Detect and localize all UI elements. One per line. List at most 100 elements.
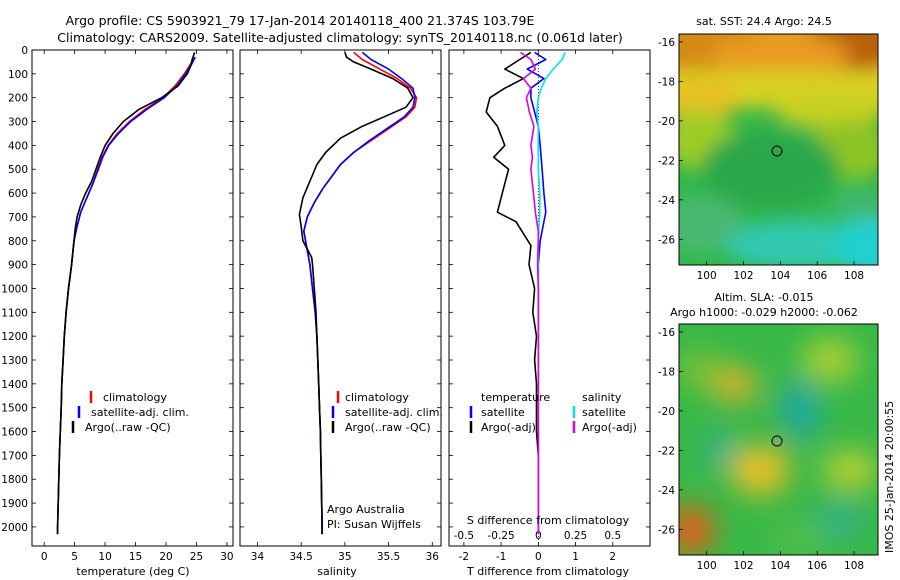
y-tick-label: 1200 [1, 331, 28, 343]
s-tick-label: 0.5 [604, 530, 621, 542]
s-difference-label: S difference from climatology [467, 514, 630, 527]
legend-sal-argo: Argo(-adj) [582, 421, 637, 434]
map-y-tick-label: -16 [658, 37, 675, 49]
map-y-tick-label: -16 [658, 327, 675, 339]
map-y-tick-label: -24 [658, 195, 675, 207]
map-x-tick-label: 100 [697, 560, 717, 572]
legend-temperature-header: temperature [481, 391, 550, 404]
series-line [298, 52, 414, 535]
y-tick-label: 1300 [1, 355, 28, 367]
difference-legend: temperature satellite Argo(-adj) salinit… [469, 391, 637, 434]
map-x-tick-label: 100 [697, 270, 717, 282]
map-x-tick-label: 108 [844, 560, 864, 572]
x-tick-label: -1 [496, 551, 506, 563]
sst-map-x-ticks: 100 102 104 106 108 [697, 261, 864, 282]
temperature-legend: climatology satellite-adj. clim. Argo(..… [71, 391, 189, 434]
y-tick-label: 1400 [1, 379, 28, 391]
difference-series [485, 51, 566, 535]
sla-map-title2: Argo h1000: -0.029 h2000: -0.062 [670, 306, 858, 319]
salinity-legend: climatology satellite-adj. clim. Argo(..… [331, 391, 443, 434]
legend-satellite: satellite-adj. clim. [91, 406, 189, 419]
map-x-tick-label: 104 [770, 270, 790, 282]
x-tick-label: 1 [572, 551, 579, 563]
x-tick-label: -2 [459, 551, 469, 563]
sla-map-x-ticks: 100 102 104 106 108 [697, 551, 864, 572]
x-tick-label: 0 [535, 551, 542, 563]
x-tick-label: 36 [426, 551, 440, 563]
y-tick-label: 100 [8, 69, 28, 81]
map-y-tick-label: -26 [658, 524, 675, 536]
credit-pi: PI: Susan Wijffels [327, 518, 421, 531]
map-y-tick-label: -24 [658, 485, 675, 497]
map-y-tick-label: -26 [658, 234, 675, 246]
y-tick-label: 1600 [1, 427, 28, 439]
temperature-x-ticks: 0 5 10 15 20 25 30 [41, 50, 234, 563]
salinity-xlabel: salinity [317, 565, 357, 578]
salinity-axes [239, 49, 442, 547]
x-tick-label: 15 [129, 551, 142, 563]
y-tick-label: 300 [8, 117, 28, 129]
x-tick-label: 35.5 [377, 551, 400, 563]
y-tick-label: 400 [8, 140, 28, 152]
y-tick-label: 2000 [1, 522, 28, 534]
map-y-tick-label: -18 [658, 366, 675, 378]
y-tick-label: 1100 [1, 307, 28, 319]
legend-argo: Argo(..raw -QC) [345, 421, 431, 434]
x-tick-label: 34 [251, 551, 265, 563]
map-y-tick-label: -18 [658, 76, 675, 88]
x-tick-label: 25 [190, 551, 203, 563]
x-tick-label: 0 [41, 551, 48, 563]
x-tick-label: 20 [159, 551, 172, 563]
temperature-axes [31, 49, 234, 547]
y-tick-label: 1500 [1, 403, 28, 415]
legend-temp-satellite: satellite [481, 406, 525, 419]
y-tick-label: 500 [8, 164, 28, 176]
sla-map-title1: Altim. SLA: -0.015 [714, 291, 813, 304]
difference-xlabel: T difference from climatology [466, 565, 629, 578]
map-x-tick-label: 106 [807, 270, 827, 282]
sst-map-title: sat. SST: 24.4 Argo: 24.5 [696, 15, 832, 28]
x-tick-label: 10 [98, 551, 111, 563]
x-tick-label: 34.5 [289, 551, 312, 563]
y-tick-label: 1800 [1, 474, 28, 486]
sst-map-panel: sat. SST: 24.4 Argo: 24.5 - [658, 15, 879, 282]
figure-title-line1: Argo profile: CS 5903921_79 17-Jan-2014 … [66, 13, 535, 28]
y-tick-label: 800 [8, 236, 28, 248]
salinity-panel: 34 34.5 35 35.5 36 salinity climatology sate… [239, 49, 443, 578]
map-x-tick-label: 108 [844, 270, 864, 282]
series-line [485, 51, 540, 535]
temperature-panel: 0100200300400500600700800900100011001200… [1, 45, 233, 578]
legend-climatology: climatology [103, 391, 167, 404]
figure-title-line2: Climatology: CARS2009. Satellite-adjuste… [57, 30, 622, 45]
s-tick-label: -0.5 [454, 530, 475, 542]
sla-map-field [679, 324, 878, 555]
legend-satellite: satellite-adj. clim. [345, 406, 443, 419]
y-tick-label: 1000 [1, 283, 28, 295]
map-y-tick-label: -22 [658, 445, 675, 457]
map-y-tick-label: -20 [658, 406, 675, 418]
sst-map-frame [678, 33, 879, 266]
map-x-tick-label: 106 [807, 560, 827, 572]
y-tick-label: 700 [8, 212, 28, 224]
imos-timestamp: IMOS 25-Jan-2014 20:00:55 [883, 401, 896, 553]
series-line [520, 51, 540, 535]
difference-panel: -2 -1 0 1 2 -0.5 -0.25 0 0.25 0.5 S difference f… [448, 49, 651, 578]
salinity-series [298, 51, 418, 535]
x-tick-label: 2 [609, 551, 616, 563]
map-x-tick-label: 102 [733, 270, 753, 282]
map-x-tick-label: 102 [733, 560, 753, 572]
y-tick-label: 600 [8, 188, 28, 200]
y-tick-label: 1900 [1, 498, 28, 510]
temperature-series [56, 52, 196, 535]
legend-temp-argo: Argo(-adj) [481, 421, 536, 434]
difference-s-ticks: -0.5 -0.25 0 0.25 0.5 [454, 530, 621, 542]
s-tick-label: 0.25 [564, 530, 587, 542]
legend-sal-satellite: satellite [582, 406, 626, 419]
map-y-tick-label: -22 [658, 155, 675, 167]
series-line [56, 52, 196, 535]
x-tick-label: 35 [338, 551, 351, 563]
y-tick-label: 0 [21, 45, 28, 57]
legend-argo: Argo(..raw -QC) [85, 421, 171, 434]
sla-map-y-ticks: -16 -18 -20 -22 -24 -26 [658, 327, 683, 536]
